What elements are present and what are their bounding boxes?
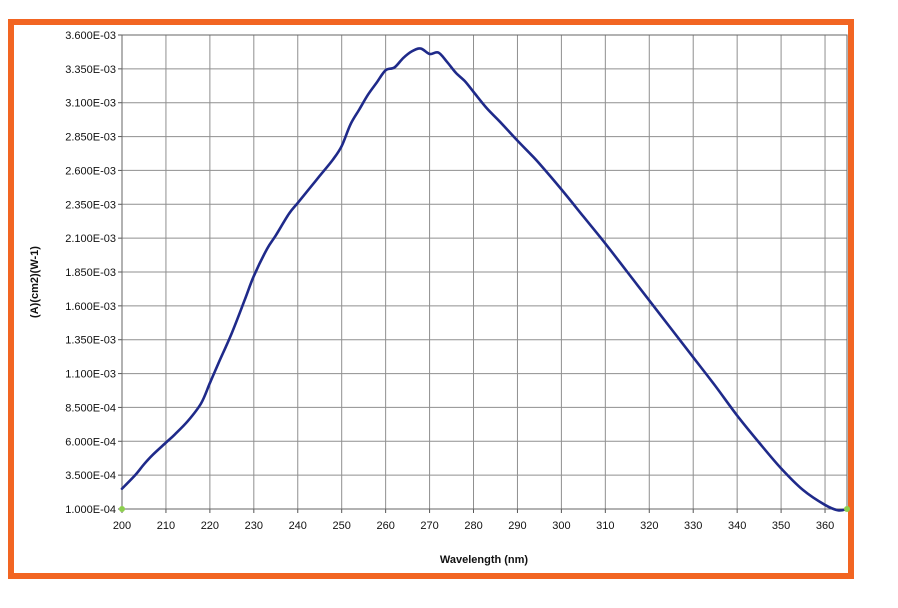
x-tick-label: 200 — [113, 520, 131, 532]
x-tick-label: 250 — [333, 520, 351, 532]
y-tick-label: 1.000E-04 — [65, 504, 116, 516]
y-tick-labels: 1.000E-04 3.500E-04 6.000E-04 8.500E-04 1.10… — [65, 30, 116, 516]
x-tick-labels: 200 210 220 230 240 250 260 270 280 290 300 310 320 3… — [113, 520, 834, 532]
y-tick-label: 1.350E-03 — [65, 335, 116, 347]
x-tick-label: 230 — [245, 520, 263, 532]
y-tick-label: 2.600E-03 — [65, 165, 116, 177]
x-tick-label: 270 — [420, 520, 438, 532]
y-tick-label: 1.850E-03 — [65, 267, 116, 279]
y-tick-label: 1.600E-03 — [65, 301, 116, 313]
spectrum-line — [120, 47, 849, 512]
y-tick-label: 2.100E-03 — [65, 233, 116, 245]
y-tick-label: 3.600E-03 — [65, 30, 116, 42]
y-tick-label: 8.500E-04 — [65, 402, 116, 414]
x-tick-label: 320 — [640, 520, 658, 532]
x-axis-title: Wavelength (nm) — [440, 554, 529, 566]
y-tick-label: 3.100E-03 — [65, 98, 116, 110]
x-tick-label: 290 — [508, 520, 526, 532]
x-tick-label: 260 — [376, 520, 394, 532]
x-tick-label: 350 — [772, 520, 790, 532]
plot-area-border — [121, 34, 848, 510]
y-tick-label: 3.350E-03 — [65, 64, 116, 76]
x-tick-label: 360 — [816, 520, 834, 532]
series-start-marker — [119, 506, 125, 512]
y-axis-title: (A)(cm2)(W-1) — [29, 246, 41, 318]
x-tick-label: 210 — [157, 520, 175, 532]
x-tick-label: 340 — [728, 520, 746, 532]
x-tick-label: 310 — [596, 520, 614, 532]
y-tick-label: 3.500E-04 — [65, 470, 116, 482]
series-end-marker — [844, 506, 850, 512]
y-tick-label: 6.000E-04 — [65, 436, 116, 448]
y-tick-label: 1.100E-03 — [65, 369, 116, 381]
y-tick-label: 2.850E-03 — [65, 132, 116, 144]
x-tick-label: 220 — [201, 520, 219, 532]
x-tick-label: 240 — [289, 520, 307, 532]
x-tick-label: 330 — [684, 520, 702, 532]
x-tick-label: 300 — [552, 520, 570, 532]
x-tick-label: 280 — [464, 520, 482, 532]
y-tick-label: 2.350E-03 — [65, 199, 116, 211]
